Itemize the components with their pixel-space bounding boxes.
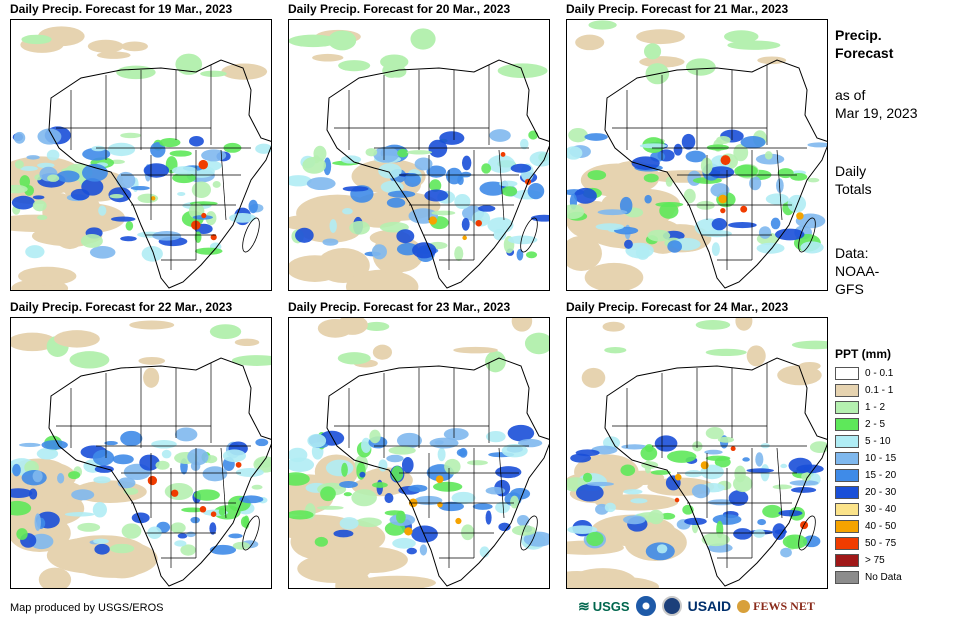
usaid-logo-text: USAID <box>687 598 732 614</box>
panel-title: Daily Precip. Forecast for 21 Mar., 2023 <box>566 2 789 16</box>
panel-title: Daily Precip. Forecast for 19 Mar., 2023 <box>10 2 233 16</box>
legend-item: 20 - 30 <box>835 484 960 501</box>
legend-swatch <box>835 469 859 482</box>
legend-swatch <box>835 554 859 567</box>
as-of-date: as of Mar 19, 2023 <box>835 87 918 121</box>
globe-icon <box>737 599 751 613</box>
legend-label: No Data <box>865 572 902 583</box>
precip-map <box>10 317 272 589</box>
legend-item: 40 - 50 <box>835 518 960 535</box>
legend-swatch <box>835 537 859 550</box>
usgs-logo-text: USGS <box>592 598 630 614</box>
legend-label: 0.1 - 1 <box>865 385 894 396</box>
legend-item: 15 - 20 <box>835 467 960 484</box>
legend-label: 15 - 20 <box>865 470 897 481</box>
legend-item: 0.1 - 1 <box>835 382 960 399</box>
legend-swatch <box>835 486 859 499</box>
wave-icon: ≋ <box>578 597 590 614</box>
usaid-logo: USAID <box>688 598 732 614</box>
precip-map <box>288 19 550 291</box>
legend-swatch <box>835 571 859 584</box>
legend-item: 10 - 15 <box>835 450 960 467</box>
noaa-logo-icon <box>635 596 656 616</box>
legend-swatch <box>835 418 859 431</box>
legend-label: 50 - 75 <box>865 538 897 549</box>
legend-item: 2 - 5 <box>835 416 960 433</box>
panel-title: Daily Precip. Forecast for 20 Mar., 2023 <box>288 2 511 16</box>
panel-title: Daily Precip. Forecast for 23 Mar., 2023 <box>288 300 511 314</box>
legend-label: 5 - 10 <box>865 436 891 447</box>
legend-item: 5 - 10 <box>835 433 960 450</box>
legend-item: 30 - 40 <box>835 501 960 518</box>
legend-swatch <box>835 520 859 533</box>
legend-swatch <box>835 435 859 448</box>
legend-swatch <box>835 503 859 516</box>
legend-swatch <box>835 367 859 380</box>
legend-label: > 75 <box>865 555 885 566</box>
legend-item: 1 - 2 <box>835 399 960 416</box>
credit-text: Map produced by USGS/EROS <box>10 602 164 614</box>
usgs-logo: ≋ USGS <box>578 598 630 615</box>
legend: PPT (mm) 0 - 0.1 0.1 - 1 1 - 2 2 - 5 5 - 10 1… <box>835 347 960 586</box>
legend-item: > 75 <box>835 552 960 569</box>
legend-label: 10 - 15 <box>865 453 897 464</box>
precip-map <box>10 19 272 291</box>
daily-totals-label: Daily Totals <box>835 163 872 197</box>
legend-items: 0 - 0.1 0.1 - 1 1 - 2 2 - 5 5 - 10 10 - 15 15 … <box>835 365 960 586</box>
precip-map <box>566 317 828 589</box>
legend-label: 40 - 50 <box>865 521 897 532</box>
fewsnet-logo: FEWS NET <box>737 599 815 614</box>
legend-label: 2 - 5 <box>865 419 886 430</box>
legend-swatch <box>835 384 859 397</box>
legend-swatch <box>835 401 859 414</box>
legend-label: 1 - 2 <box>865 402 886 413</box>
data-source: Data: NOAA- GFS <box>835 245 880 297</box>
usaid-seal-icon <box>661 596 682 616</box>
panel-title: Daily Precip. Forecast for 24 Mar., 2023 <box>566 300 789 314</box>
legend-item: 50 - 75 <box>835 535 960 552</box>
precip-map <box>288 317 550 589</box>
fewsnet-logo-text: FEWS NET <box>753 598 815 613</box>
legend-swatch <box>835 452 859 465</box>
legend-item: No Data <box>835 569 960 586</box>
legend-label: 30 - 40 <box>865 504 897 515</box>
legend-item: 0 - 0.1 <box>835 365 960 382</box>
logo-strip: ≋ USGS USAID FEWS NET <box>578 596 815 616</box>
side-title: Precip. Forecast <box>835 27 894 61</box>
precip-map <box>566 19 828 291</box>
legend-label: 0 - 0.1 <box>865 368 894 379</box>
panel-title: Daily Precip. Forecast for 22 Mar., 2023 <box>10 300 233 314</box>
legend-label: 20 - 30 <box>865 487 897 498</box>
legend-title: PPT (mm) <box>835 347 892 361</box>
